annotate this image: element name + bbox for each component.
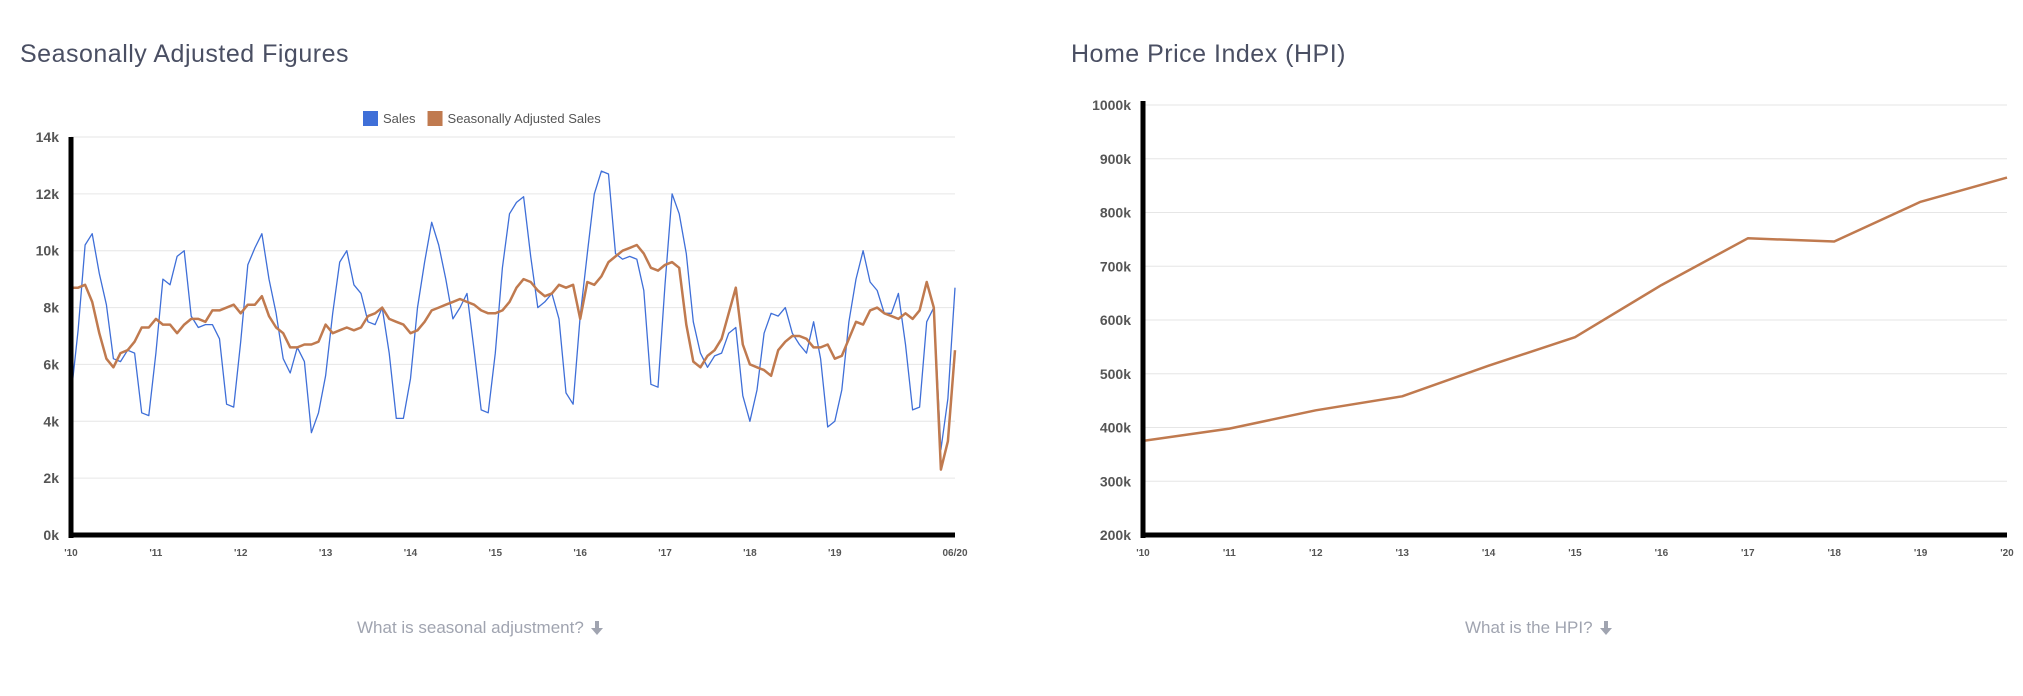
y-tick-label: 12k [36, 186, 60, 202]
seasonally-adjusted-panel: Seasonally Adjusted Figures 0k 2k 4k 6k 8k 10… [0, 0, 1010, 696]
hpi-series-line [1142, 176, 2008, 443]
y-tick-label: 1000k [1092, 97, 1131, 113]
y-tick-label: 0k [43, 527, 59, 543]
hpi-chart: 200k 300k 400k 500k 600k 700k 800k 900k 1000k '10… [1092, 97, 2014, 559]
x-tick-label: '11 [149, 548, 162, 559]
y-tick-label: 10k [36, 243, 60, 259]
legend-swatch-seasonally-adjusted-sales [427, 111, 443, 126]
legend-label-sales: Sales [383, 111, 416, 126]
seasonally-adjusted-title: Seasonally Adjusted Figures [20, 40, 349, 68]
y-tick-label: 700k [1100, 258, 1131, 274]
series-line-sales [70, 170, 956, 451]
y-tick-label: 900k [1100, 151, 1131, 167]
hpi-help-link[interactable]: What is the HPI? [1465, 618, 1613, 638]
y-tick-label: 400k [1100, 420, 1131, 436]
arrow-down-icon [590, 621, 603, 635]
x-tick-label: '14 [404, 548, 418, 559]
hpi-panel: Home Price Index (HPI) 200k 300k 400k 500k 6… [1060, 0, 2023, 696]
x-tick-label: '16 [1655, 548, 1669, 559]
x-tick-label: '17 [658, 548, 672, 559]
x-tick-label: '10 [1136, 548, 1150, 559]
x-tick-label: '15 [489, 548, 503, 559]
legend-swatch-sales [363, 111, 378, 126]
x-tick-label: '12 [1309, 548, 1323, 559]
x-tick-label: '19 [828, 548, 842, 559]
x-tick-label: '15 [1568, 548, 1582, 559]
x-tick-label: '19 [1914, 548, 1928, 559]
x-tick-label: 06/20 [942, 548, 967, 559]
y-tick-label: 300k [1100, 473, 1131, 489]
x-tick-label: '13 [319, 548, 333, 559]
y-tick-label: 14k [36, 129, 60, 145]
seasonal-adjustment-help-link[interactable]: What is seasonal adjustment? [357, 618, 604, 638]
y-tick-label: 200k [1100, 527, 1131, 543]
x-tick-label: '12 [234, 548, 248, 559]
x-tick-label: '18 [743, 548, 757, 559]
x-tick-label: '18 [1827, 548, 1841, 559]
y-tick-label: 800k [1100, 205, 1131, 221]
arrow-down-icon [1599, 621, 1612, 635]
x-tick-label: '17 [1741, 548, 1755, 559]
x-tick-label: '14 [1482, 548, 1496, 559]
y-tick-label: 6k [43, 356, 59, 372]
y-tick-label: 4k [43, 413, 59, 429]
x-tick-label: '10 [64, 548, 78, 559]
hpi-help-text: What is the HPI? [1465, 618, 1593, 637]
x-tick-label: '16 [573, 548, 587, 559]
seasonally-adjusted-chart: 0k 2k 4k 6k 8k 10k 12k 14k '10 '11 '12 '13 '14 '15 '16… [36, 111, 968, 559]
hpi-title: Home Price Index (HPI) [1071, 40, 1346, 68]
series-line-seasonally-adjusted-sales [71, 243, 957, 471]
y-tick-label: 500k [1100, 366, 1131, 382]
legend-label-seasonally-adjusted-sales: Seasonally Adjusted Sales [448, 111, 602, 126]
x-tick-label: '20 [2000, 548, 2014, 559]
seasonal-adjustment-help-text: What is seasonal adjustment? [357, 618, 584, 637]
x-tick-label: '11 [1223, 548, 1236, 559]
x-tick-label: '13 [1395, 548, 1409, 559]
y-tick-label: 600k [1100, 312, 1131, 328]
y-tick-label: 2k [43, 470, 59, 486]
y-tick-label: 8k [43, 300, 59, 316]
